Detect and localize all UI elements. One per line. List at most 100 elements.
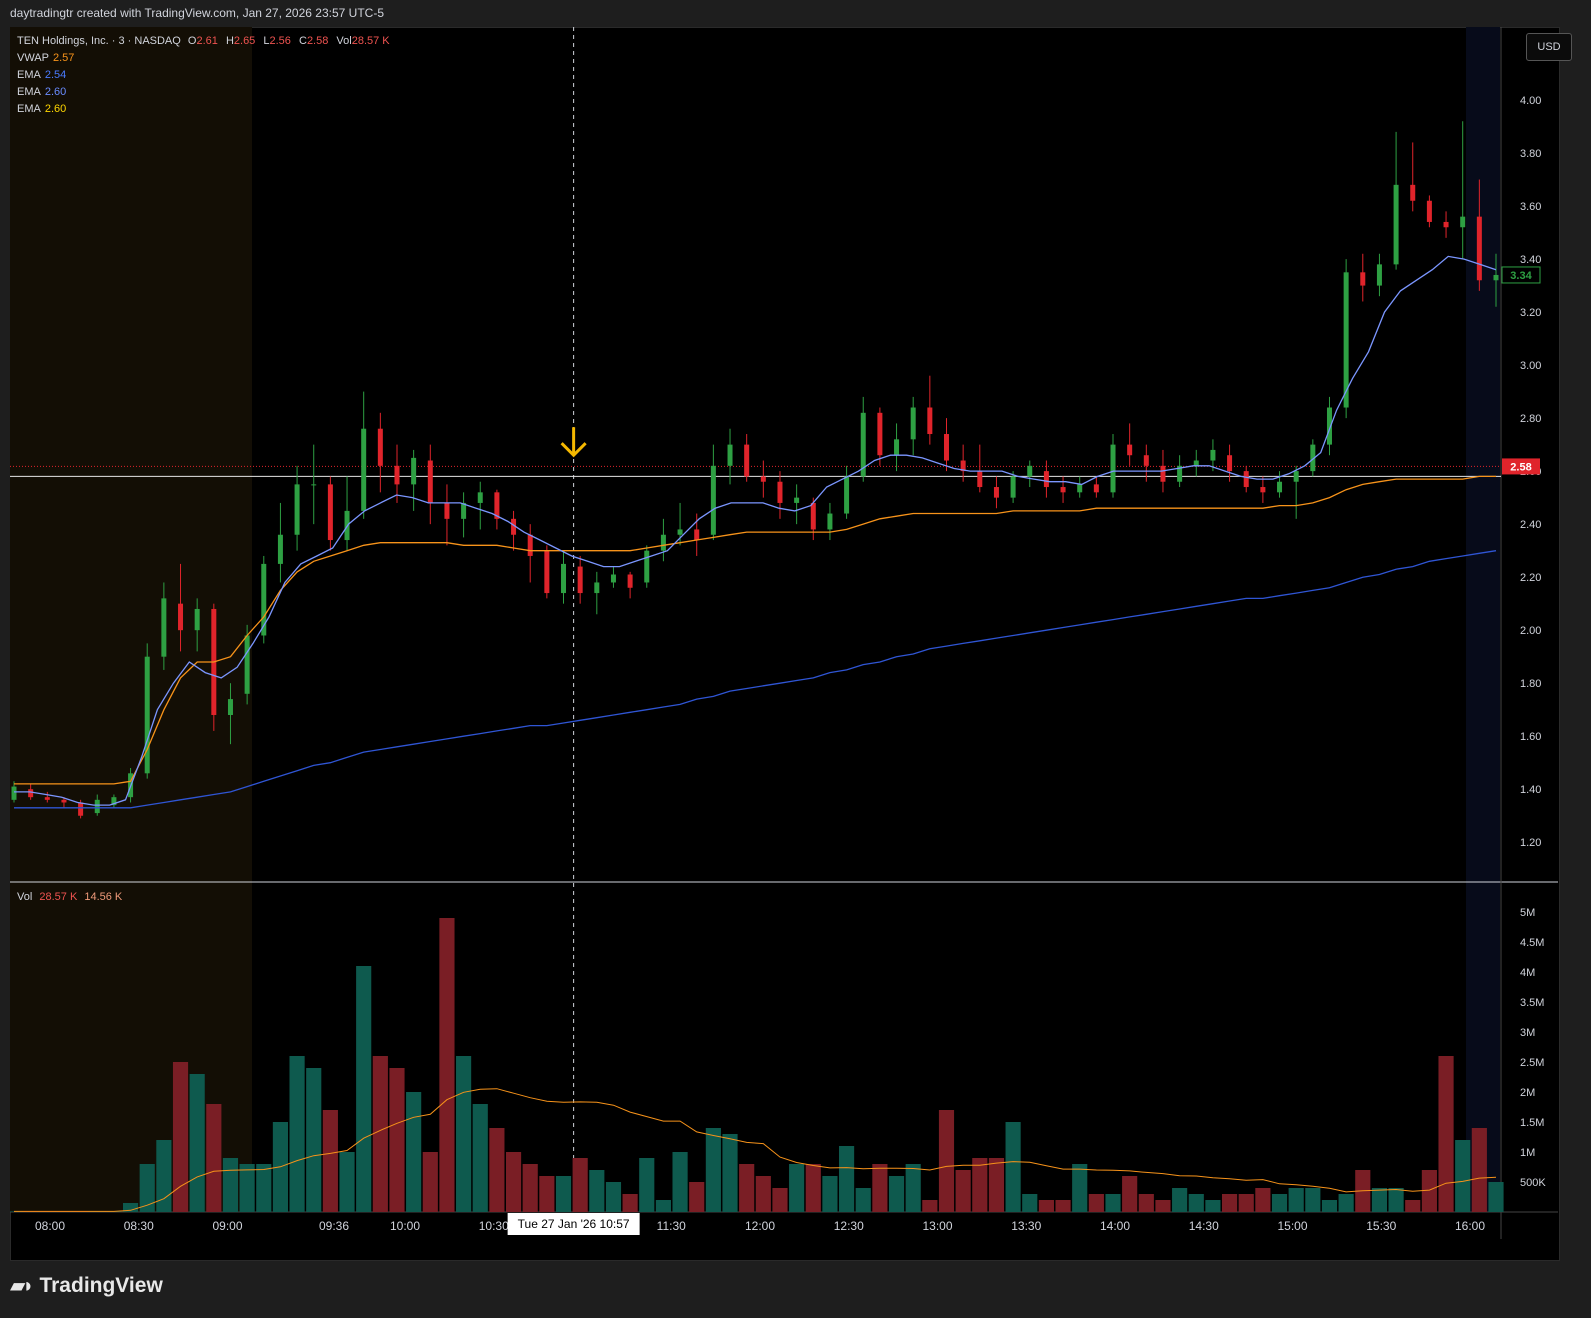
candle[interactable] (227, 683, 233, 745)
candle[interactable] (1210, 439, 1216, 472)
candle[interactable] (194, 598, 200, 652)
candle[interactable] (61, 797, 67, 808)
candle[interactable] (361, 391, 367, 519)
candle[interactable] (294, 465, 300, 551)
candle-body (677, 529, 683, 535)
candle[interactable] (1043, 460, 1049, 498)
indicator-ema-1[interactable]: EMA 2.54 (17, 69, 67, 81)
candle[interactable] (561, 550, 567, 604)
candle[interactable] (161, 582, 167, 670)
candle[interactable] (577, 555, 583, 604)
candle[interactable] (1360, 253, 1366, 302)
candle-body (1010, 476, 1016, 498)
candle[interactable] (1260, 476, 1266, 503)
candle[interactable] (744, 434, 750, 482)
candle[interactable] (527, 524, 533, 583)
price-tick-label: 1.80 (1520, 678, 1541, 690)
candle[interactable] (144, 643, 150, 779)
candle[interactable] (211, 603, 217, 731)
candle[interactable] (494, 489, 500, 530)
candle[interactable] (827, 502, 833, 541)
volume-bar (322, 1110, 338, 1212)
candle[interactable] (1393, 131, 1399, 270)
candle[interactable] (1277, 471, 1283, 498)
candle[interactable] (777, 471, 783, 519)
candle[interactable] (1227, 444, 1233, 482)
volume-tick-label: 5M (1520, 907, 1535, 919)
candle[interactable] (610, 566, 616, 588)
candle[interactable] (1177, 455, 1183, 488)
candle[interactable] (244, 624, 250, 705)
candle[interactable] (1376, 253, 1382, 297)
symbol-title[interactable]: TEN Holdings, Inc. · 3 · NASDAQ (17, 35, 181, 47)
candle-body (144, 656, 150, 774)
price-volume-chart[interactable]: 4.003.803.603.403.203.002.802.602.402.20… (10, 27, 1558, 1259)
candle[interactable] (261, 555, 267, 644)
indicator-ema-2[interactable]: EMA 2.60 (17, 86, 67, 98)
candle[interactable] (1127, 423, 1133, 466)
candle[interactable] (844, 465, 850, 519)
candle[interactable] (1027, 460, 1033, 488)
candle[interactable] (411, 449, 417, 511)
candle[interactable] (277, 502, 283, 583)
candle[interactable] (544, 545, 550, 599)
candle[interactable] (894, 423, 900, 472)
time-tick-label: 10:00 (390, 1219, 420, 1233)
candle[interactable] (660, 518, 666, 562)
candle[interactable] (377, 412, 383, 493)
candle[interactable] (993, 476, 999, 509)
volume-bar (855, 1188, 871, 1212)
currency-button[interactable]: USD (1526, 33, 1572, 61)
candle[interactable] (644, 545, 650, 588)
candle[interactable] (877, 407, 883, 466)
candle[interactable] (1443, 211, 1449, 238)
candle[interactable] (111, 794, 117, 808)
candle[interactable] (427, 444, 433, 525)
candle[interactable] (960, 444, 966, 482)
candle[interactable] (1476, 179, 1482, 291)
indicator-ema-3[interactable]: EMA 2.60 (17, 103, 67, 115)
candle[interactable] (44, 791, 50, 803)
candle[interactable] (1426, 195, 1432, 228)
indicator-vwap[interactable]: VWAP 2.57 (17, 52, 75, 64)
candle[interactable] (977, 444, 983, 493)
candle-body (594, 582, 600, 594)
candle[interactable] (1460, 121, 1466, 260)
candle[interactable] (477, 481, 483, 530)
candle[interactable] (1493, 253, 1499, 307)
candle[interactable] (943, 418, 949, 472)
candle[interactable] (461, 492, 467, 538)
candle[interactable] (1093, 476, 1099, 498)
candle[interactable] (1143, 444, 1149, 482)
candle[interactable] (1077, 476, 1083, 498)
candle[interactable] (394, 444, 400, 503)
candle[interactable] (927, 375, 933, 445)
volume-bar (1405, 1200, 1421, 1212)
candle[interactable] (760, 460, 766, 498)
candle[interactable] (444, 484, 450, 546)
candle[interactable] (1410, 142, 1416, 212)
candle[interactable] (344, 476, 350, 551)
candle[interactable] (1326, 396, 1332, 456)
candle[interactable] (910, 396, 916, 456)
candle[interactable] (311, 444, 317, 525)
candle[interactable] (1310, 439, 1316, 477)
candle[interactable] (794, 484, 800, 525)
candle[interactable] (1193, 449, 1199, 477)
candle[interactable] (1060, 476, 1066, 503)
candle[interactable] (1010, 471, 1016, 503)
arrow-head (560, 442, 587, 458)
candle[interactable] (1110, 434, 1116, 498)
candle[interactable] (1293, 465, 1299, 519)
candle[interactable] (710, 444, 716, 541)
candle[interactable] (594, 571, 600, 615)
candle[interactable] (178, 563, 184, 652)
candle[interactable] (727, 428, 733, 485)
volume-bar (905, 1164, 921, 1212)
volume-bar (755, 1176, 771, 1212)
candle[interactable] (511, 510, 517, 551)
candle[interactable] (327, 476, 333, 551)
candle[interactable] (627, 571, 633, 599)
candle[interactable] (810, 497, 816, 541)
candle[interactable] (1243, 465, 1249, 493)
